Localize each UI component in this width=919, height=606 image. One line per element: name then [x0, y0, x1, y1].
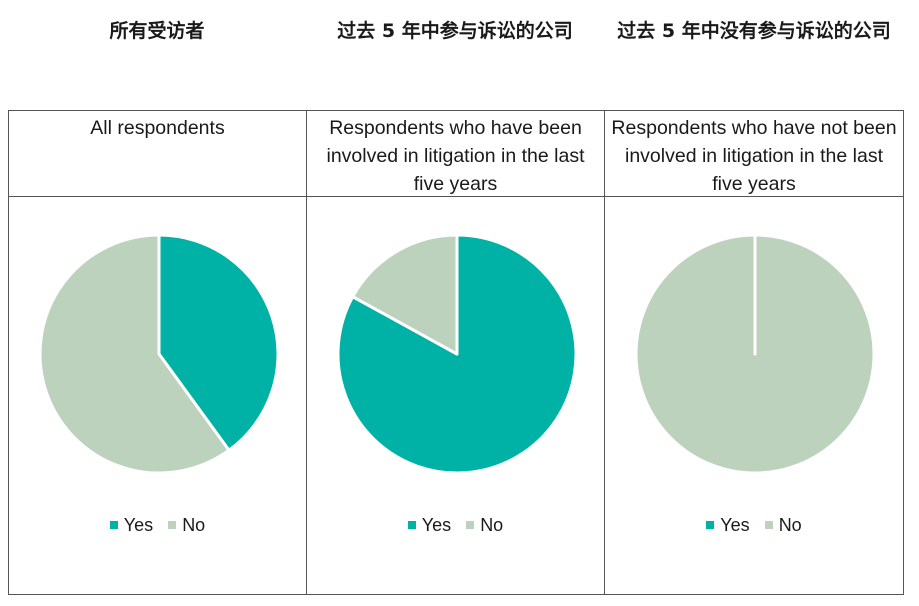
- legend-yes-swatch: [407, 521, 416, 529]
- pie-slice-yes: [157, 233, 280, 452]
- legend-yes-label: Yes: [421, 515, 452, 535]
- chart-cell-not-involved: Yes No: [605, 197, 903, 594]
- chinese-title-all: 所有受访者: [109, 20, 205, 42]
- legend-no-label: No: [480, 515, 504, 535]
- legend: Yes No: [9, 515, 306, 536]
- legend-no: No: [168, 515, 205, 536]
- legend-no-swatch: [764, 521, 773, 529]
- pie-slice-no: [634, 233, 876, 475]
- legend-no: No: [466, 515, 503, 536]
- chinese-title-not-involved: 过去 5 年中没有参与诉讼的公司: [617, 20, 891, 42]
- header-all-respondents: All respondents: [9, 111, 307, 197]
- pie-slice-no: [38, 233, 231, 475]
- legend-no: No: [764, 515, 802, 536]
- legend-no-swatch: [466, 521, 475, 529]
- legend-yes-swatch: [109, 521, 118, 529]
- legend-yes-swatch: [706, 521, 715, 529]
- legend-yes-label: Yes: [123, 515, 154, 535]
- legend-no-swatch: [168, 521, 177, 529]
- pie-chart-involved: [336, 233, 578, 475]
- legend-no-label: No: [182, 515, 206, 535]
- legend-yes: Yes: [706, 515, 750, 536]
- chart-cell-all: Yes No: [9, 197, 307, 594]
- legend-yes-label: Yes: [720, 515, 750, 535]
- legend-yes: Yes: [109, 515, 154, 536]
- header-not-involved: Respondents who have not been involved i…: [605, 111, 903, 197]
- pie-chart-not-involved: [634, 233, 876, 475]
- chinese-title-involved: 过去 5 年中参与诉讼的公司: [337, 20, 573, 42]
- legend: Yes No: [605, 515, 903, 536]
- header-involved: Respondents who have been involved in li…: [307, 111, 605, 197]
- legend-no-label: No: [778, 515, 802, 535]
- legend-yes: Yes: [407, 515, 452, 536]
- chart-table: All respondents Respondents who have bee…: [8, 110, 904, 595]
- pie-slice-no: [351, 233, 459, 356]
- pie-chart-all: [38, 233, 280, 475]
- legend: Yes No: [307, 515, 604, 536]
- chart-cell-involved: Yes No: [307, 197, 605, 594]
